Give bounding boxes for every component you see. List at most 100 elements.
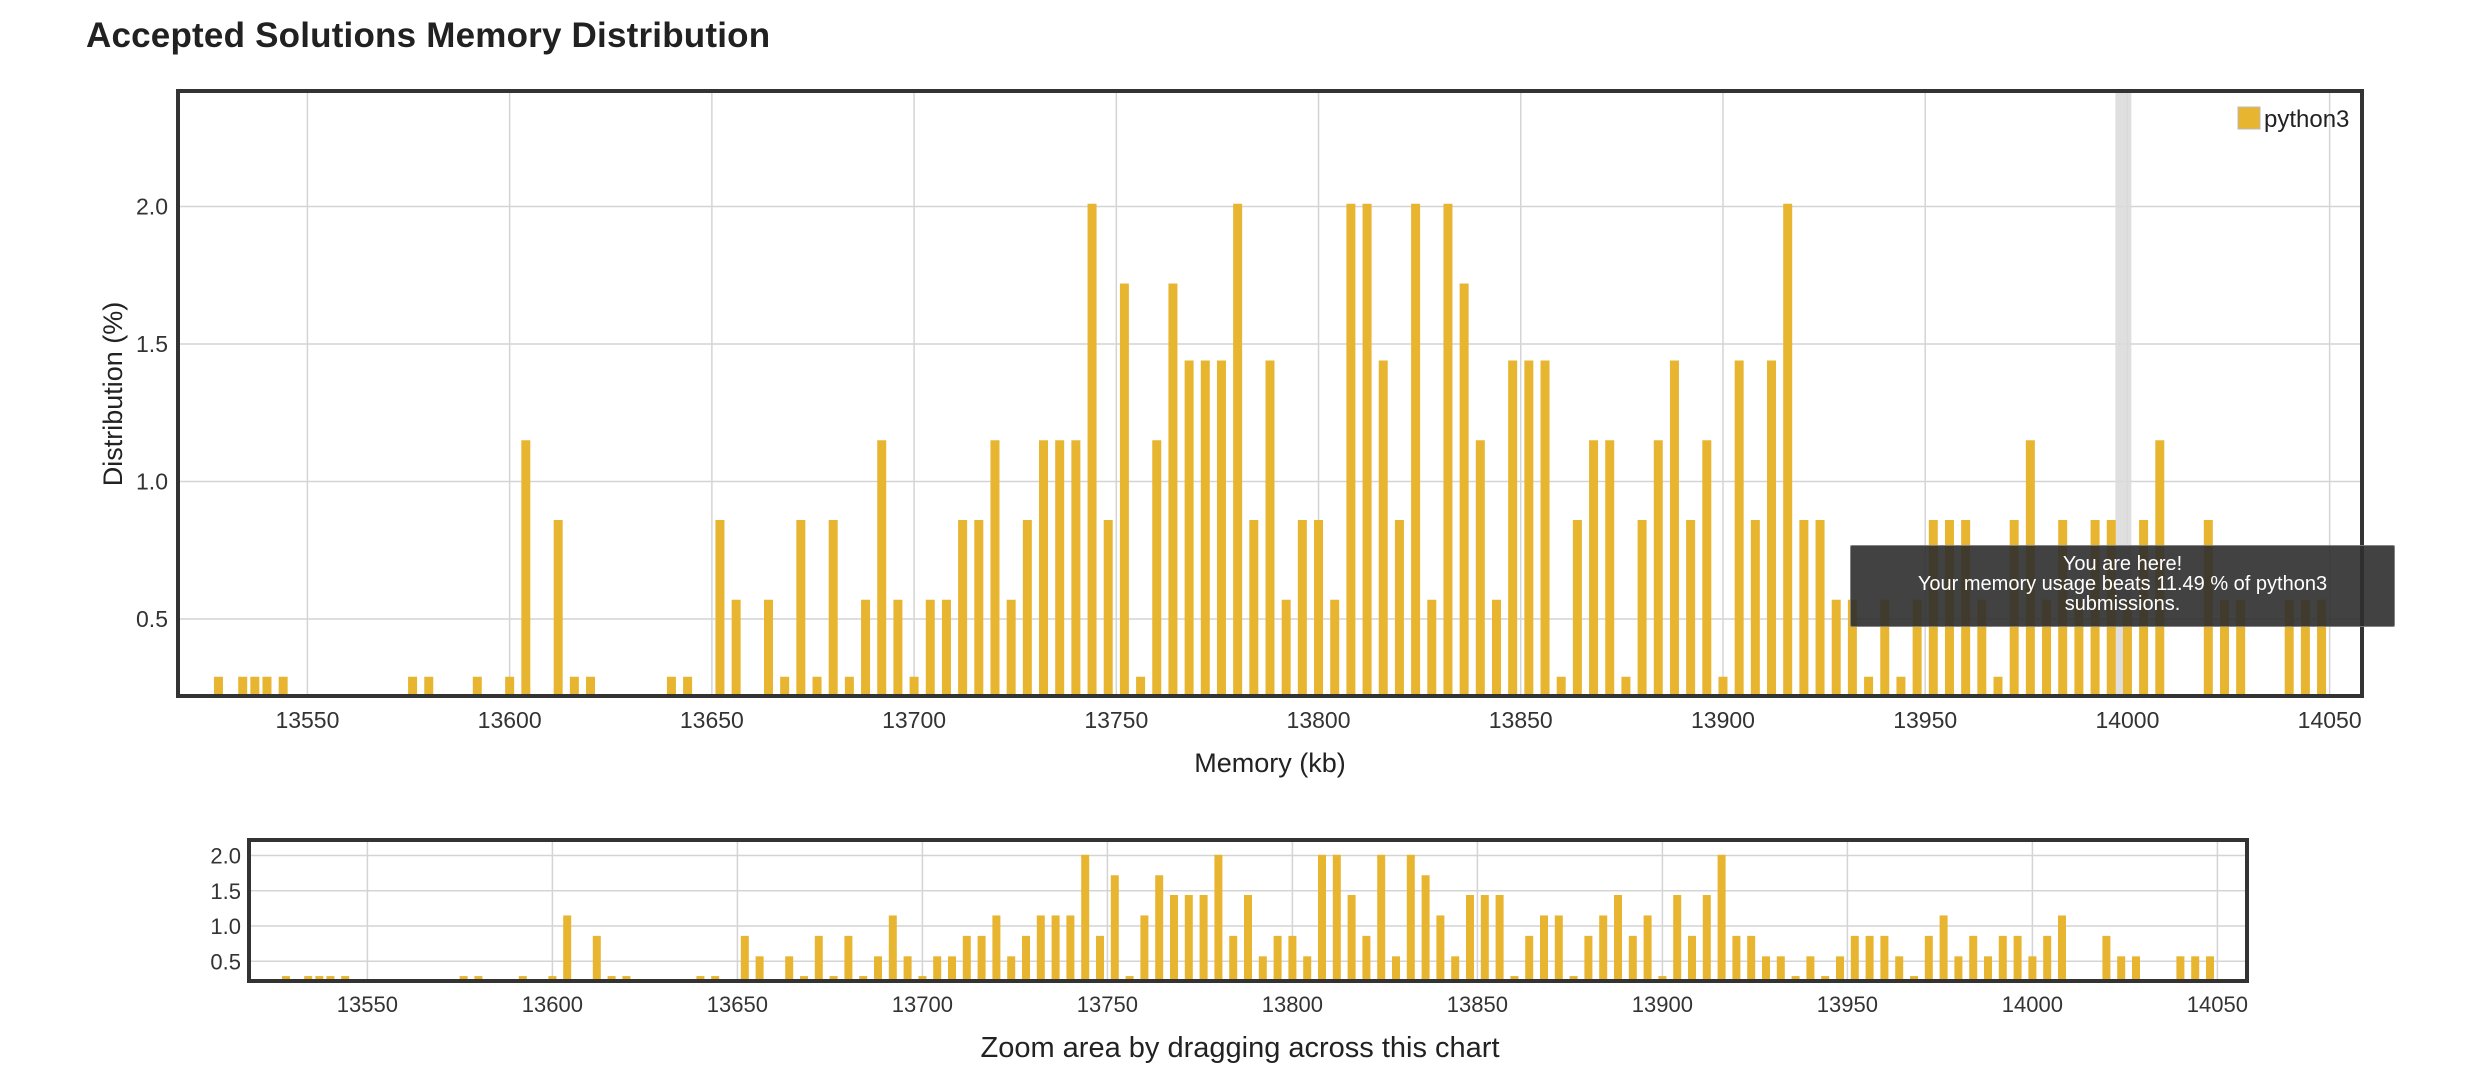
navigator-bar (1332, 854, 1341, 981)
plot-frame (176, 89, 2364, 698)
navigator-y-tick-label: 2.0 (210, 844, 241, 869)
navigator-bar (1510, 976, 1519, 981)
navigator-bar (785, 956, 794, 981)
navigator-x-tick-labels: 13550 13600 13650 13700 13750 13800 13850 13900… (337, 992, 2248, 1017)
navigator-bar (1170, 894, 1178, 981)
bar (893, 599, 903, 696)
y-tick-label: 1.5 (136, 331, 168, 357)
navigator-bar (1007, 956, 1016, 981)
navigator-bar (1880, 935, 1889, 981)
bar (1184, 360, 1194, 696)
bar (1459, 283, 1469, 696)
navigator-bar (282, 976, 290, 981)
navigator-bar (607, 976, 616, 981)
navigator-bar (1377, 854, 1386, 981)
navigator-bar (1362, 935, 1371, 981)
navigator-bar (563, 915, 572, 981)
legend[interactable]: python3 (2237, 106, 2349, 133)
navigator-bar (1081, 854, 1090, 981)
navigator-bar (2117, 956, 2126, 981)
y-axis-label: Distribution (%) (98, 302, 128, 487)
navigator-bar (2013, 935, 2022, 981)
bar (1491, 599, 1501, 696)
x-tick-label: 13950 (1893, 707, 1957, 733)
navigator-bar (1540, 915, 1548, 981)
y-tick-label: 2.0 (136, 194, 168, 220)
navigator-bar (1022, 935, 1030, 981)
bar (1734, 360, 1744, 696)
bar (877, 440, 887, 696)
bar (1508, 360, 1518, 696)
navigator-bar (1762, 956, 1770, 981)
navigator-bar (1140, 915, 1149, 981)
bar (2300, 599, 2310, 696)
navigator-bar (903, 956, 912, 981)
bar (1071, 440, 1081, 696)
main-chart[interactable]: 13550 13600 13650 13700 13750 13800 13850 13900… (0, 0, 2478, 800)
bar (1297, 520, 1307, 696)
navigator-bar (755, 956, 764, 981)
bar (1233, 203, 1243, 696)
navigator-bar (1688, 935, 1696, 981)
navigator-bar (1421, 875, 1430, 981)
navigator-bar (933, 956, 942, 981)
navigator-bar (1717, 854, 1726, 981)
navigator-bar (548, 976, 557, 981)
navigator-bar (1599, 915, 1608, 981)
navigator-bar (2028, 956, 2037, 981)
navigator-bar (1214, 854, 1223, 981)
bar (1767, 360, 1777, 696)
bar (861, 599, 871, 696)
navigator-y-tick-label: 0.5 (210, 949, 241, 974)
navigator-bar (1036, 915, 1045, 981)
y-tick-label: 0.5 (136, 606, 168, 632)
navigator-bar (1584, 935, 1593, 981)
navigator-bar (2132, 956, 2140, 981)
navigator-bar (1347, 894, 1356, 981)
bar (1815, 520, 1825, 696)
bar (1977, 599, 1987, 696)
bar (2236, 599, 2246, 696)
bar (2122, 599, 2132, 696)
bar (683, 676, 693, 696)
navigator-bar (315, 976, 324, 981)
navigator-bar (518, 976, 527, 981)
bar (1653, 440, 1663, 696)
bar (1880, 599, 1890, 696)
bar (1394, 520, 1404, 696)
navigator-bar (1451, 956, 1460, 981)
navigator-x-tick-label: 14000 (2002, 992, 2063, 1017)
navigator-bar (1850, 935, 1859, 981)
bar (1993, 676, 2003, 696)
navigator-bar (1895, 956, 1904, 981)
navigator-bar (1258, 956, 1267, 981)
navigator-bar (1229, 935, 1238, 981)
bar (1524, 360, 1534, 696)
bar (424, 676, 434, 696)
navigator-bar (1436, 915, 1445, 981)
navigator-x-tick-label: 13550 (337, 992, 398, 1017)
bar (553, 520, 563, 696)
navigator-bar (948, 956, 956, 981)
bar (763, 599, 773, 696)
navigator-x-tick-label: 13900 (1632, 992, 1693, 1017)
navigator-bar (1066, 915, 1075, 981)
navigator-y-tick-label: 1.0 (210, 914, 241, 939)
tooltip-line-2: Your memory usage beats 11.49 % of pytho… (1917, 573, 2328, 595)
tooltip-line-3: submissions. (2064, 593, 2181, 615)
navigator-bar (592, 935, 601, 981)
navigator-x-tick-label: 13600 (522, 992, 583, 1017)
navigator-bar (326, 976, 335, 981)
bar (1022, 520, 1032, 696)
navigator-bar (844, 935, 853, 981)
navigator-x-tick-label: 13800 (1262, 992, 1323, 1017)
navigator-bar (1776, 956, 1785, 981)
bar (941, 599, 951, 696)
bar (1702, 440, 1712, 696)
navigator-bars (282, 854, 2214, 981)
bar (2317, 599, 2327, 696)
x-tick-label: 13650 (680, 707, 744, 733)
navigator-chart[interactable]: 13550 13600 13650 13700 13750 13800 13850 13900… (0, 800, 2478, 1072)
navigator-bar (1747, 935, 1756, 981)
navigator-bar (814, 935, 823, 981)
